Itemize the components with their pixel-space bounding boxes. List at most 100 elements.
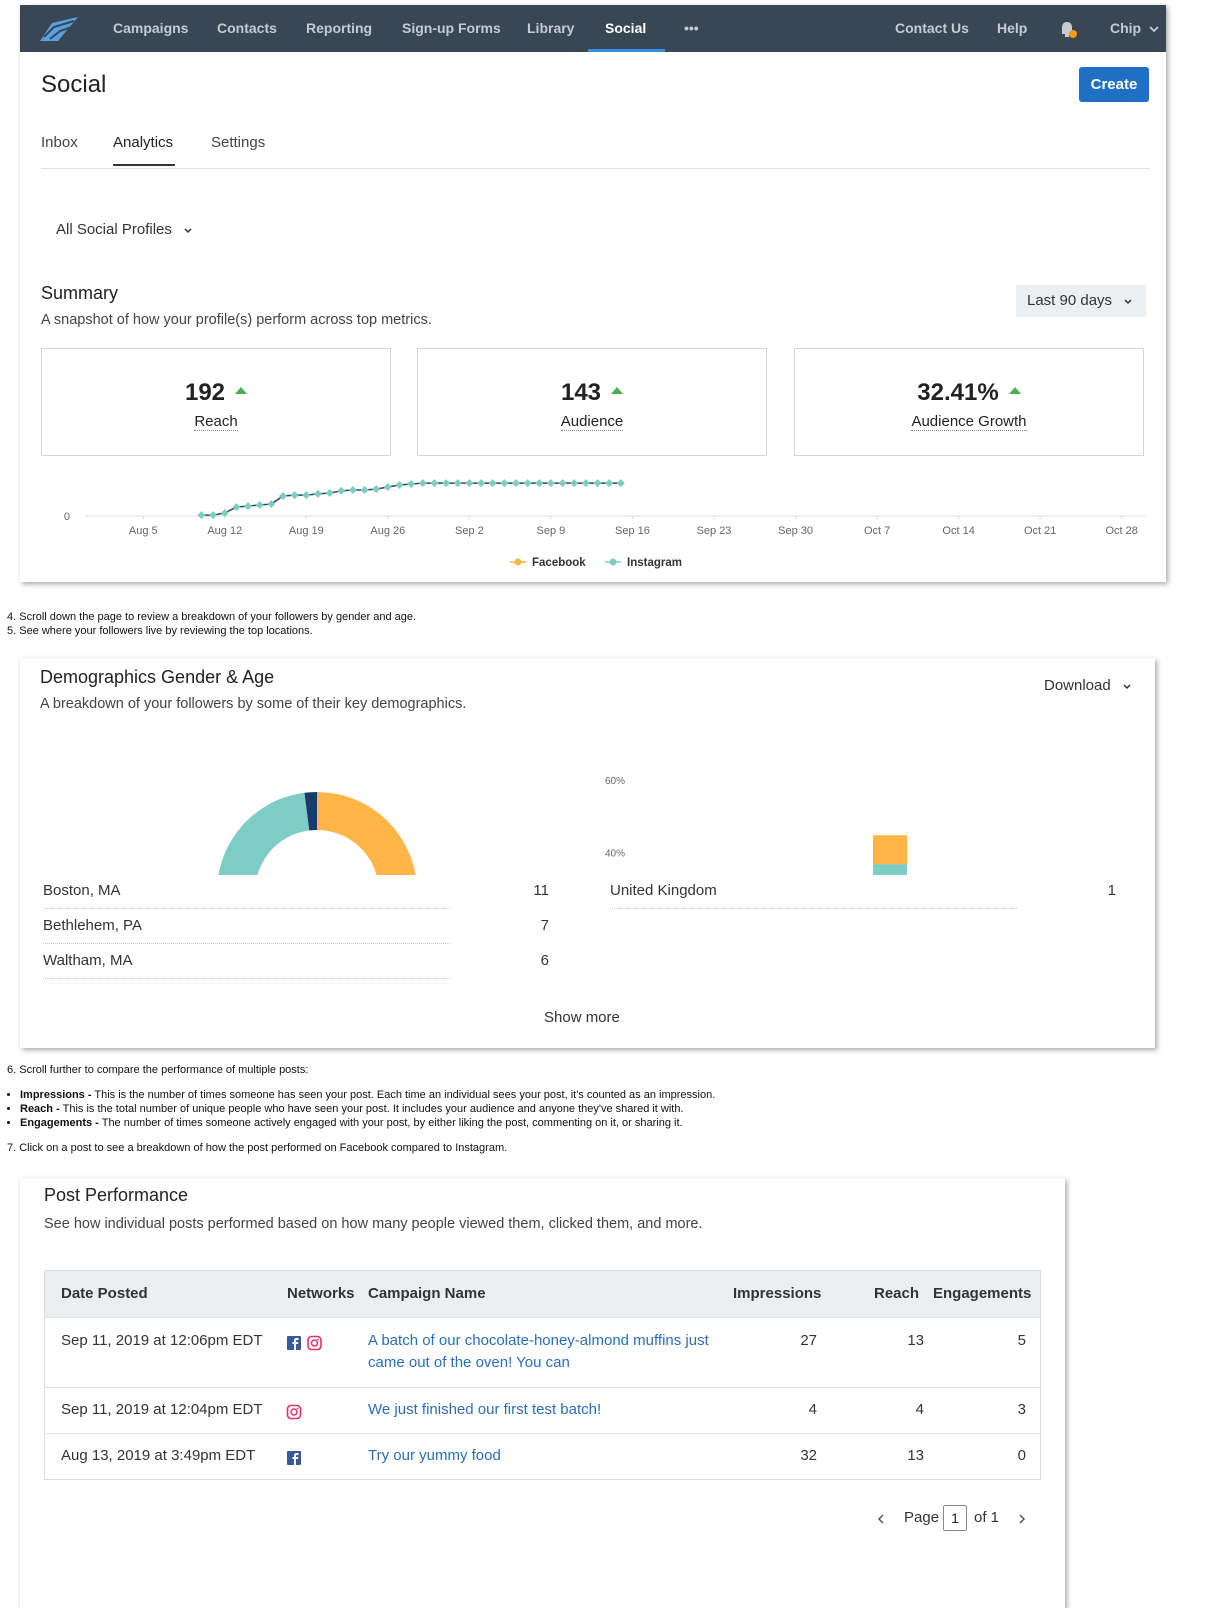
chevron: [1123, 684, 1131, 690]
nav-item[interactable]: Contact Us: [895, 20, 969, 36]
row-separator: [43, 908, 450, 909]
metric-value: 32.41%: [917, 379, 999, 406]
row-separator: [43, 943, 450, 944]
logo[interactable]: [38, 15, 80, 43]
nav-item[interactable]: Sign-up Forms: [402, 20, 501, 36]
nav-item[interactable]: Contacts: [217, 20, 277, 36]
location-name: Boston, MA: [43, 882, 121, 899]
tab[interactable]: Settings: [211, 134, 266, 151]
definition-list: Impressions - This is the number of time…: [7, 1088, 715, 1130]
column-header[interactable]: Reach: [874, 1285, 920, 1302]
campaign-link[interactable]: Try our yummy food: [368, 1447, 501, 1464]
post-subtitle: See how individual posts performed based…: [44, 1216, 703, 1232]
reach-cell: 13: [907, 1447, 924, 1464]
term: Impressions -: [20, 1089, 92, 1101]
table-row[interactable]: Sep 11, 2019 at 12:06pm EDT A batch of o…: [45, 1317, 1040, 1388]
show-more[interactable]: Show more: [544, 1009, 620, 1026]
engagements-cell: 0: [1017, 1447, 1026, 1464]
campaign-link[interactable]: We just finished our first test batch!: [368, 1401, 602, 1418]
page-count: of 1: [974, 1509, 1000, 1526]
column-header[interactable]: Engagements: [933, 1285, 1032, 1302]
nav-item[interactable]: Reporting: [306, 20, 373, 36]
row-separator: [610, 908, 1017, 909]
demographics-card: [20, 658, 1155, 1048]
instruction: 5. See where your followers live by revi…: [7, 625, 313, 637]
column-header[interactable]: Date Posted: [61, 1285, 148, 1302]
nav-more[interactable]: •••: [684, 20, 699, 36]
row-separator: [43, 978, 450, 979]
metric-card: 143 Audience: [417, 348, 767, 456]
demographics-subtitle: A breakdown of your followers by some of…: [40, 696, 467, 712]
download-dropdown[interactable]: Download: [1044, 677, 1111, 694]
date-cell: Sep 11, 2019 at 12:06pm EDT: [61, 1332, 263, 1349]
nav-item[interactable]: Help: [997, 20, 1028, 36]
campaign-link[interactable]: A batch of our chocolate-honey-almond mu…: [368, 1332, 709, 1371]
term-text: The number of times someone actively eng…: [101, 1117, 683, 1129]
user-menu[interactable]: Chip: [1110, 20, 1142, 36]
nav-item[interactable]: Library: [527, 20, 575, 36]
metric-value: 192: [184, 379, 226, 406]
tab-divider: [41, 168, 1150, 169]
instruction: 4. Scroll down the page to review a brea…: [7, 611, 417, 623]
create-button[interactable]: Create: [1079, 67, 1149, 102]
page-title: Social: [41, 71, 107, 98]
table-header: [45, 1271, 1040, 1317]
metric-card: 32.41% Audience Growth: [794, 348, 1144, 456]
impressions-cell: 27: [800, 1332, 817, 1349]
nav-bar: Campaigns Contacts Reporting Sign-up For…: [20, 5, 1166, 52]
network-icons: [287, 1451, 301, 1465]
engagements-cell: 3: [1017, 1401, 1026, 1418]
metric-label: Audience: [560, 413, 624, 431]
tab-active[interactable]: Analytics: [113, 134, 174, 151]
post-title: Post Performance: [44, 1185, 189, 1205]
reach-cell: 13: [907, 1332, 924, 1349]
range-dropdown[interactable]: Last 90 days: [1016, 285, 1146, 317]
metric-value: 143: [560, 379, 602, 406]
table-row[interactable]: Aug 13, 2019 at 3:49pm EDT Try our yummy…: [45, 1433, 1040, 1480]
column-header[interactable]: Campaign Name: [368, 1285, 486, 1302]
profile-filter[interactable]: All Social Profiles: [56, 221, 172, 238]
tab-underline: [113, 164, 175, 166]
location-count: 7: [540, 917, 549, 934]
tab[interactable]: Inbox: [41, 134, 78, 151]
instruction: 7. Click on a post to see a breakdown of…: [7, 1142, 508, 1154]
page-input[interactable]: 1: [943, 1505, 967, 1531]
chevron: [1149, 26, 1159, 33]
location-count: 6: [540, 952, 549, 969]
impressions-cell: 4: [808, 1401, 817, 1418]
date-cell: Aug 13, 2019 at 3:49pm EDT: [61, 1447, 256, 1464]
date-cell: Sep 11, 2019 at 12:04pm EDT: [61, 1401, 263, 1418]
summary-subtitle: A snapshot of how your profile(s) perfor…: [41, 312, 432, 328]
bell-icon[interactable]: [1058, 19, 1078, 39]
term: Reach -: [20, 1103, 60, 1115]
up-arrow: [1008, 387, 1021, 394]
instruction: 6. Scroll further to compare the perform…: [7, 1064, 309, 1076]
network-icons: [286, 1404, 302, 1420]
table-row[interactable]: Sep 11, 2019 at 12:04pm EDT We just fini…: [45, 1387, 1040, 1434]
location-name: Bethlehem, PA: [43, 917, 142, 934]
range-label: Last 90 days: [1027, 292, 1113, 309]
definition: Engagements - The number of times someon…: [20, 1116, 715, 1130]
network-icons: [287, 1335, 322, 1351]
definition: Impressions - This is the number of time…: [20, 1088, 715, 1102]
term-text: This is the total number of unique peopl…: [62, 1103, 684, 1115]
nav-item[interactable]: Campaigns: [113, 20, 189, 36]
post-performance-card: [20, 1178, 1065, 1608]
summary-title: Summary: [41, 283, 119, 303]
column-header[interactable]: Impressions: [733, 1285, 822, 1302]
up-arrow: [611, 387, 624, 394]
reach-cell: 4: [915, 1401, 924, 1418]
definition: Reach - This is the total number of uniq…: [20, 1102, 715, 1116]
next-page[interactable]: [1016, 1512, 1028, 1526]
metric-label: Reach: [194, 413, 238, 431]
location-count: 11: [533, 882, 549, 899]
nav-item-active[interactable]: Social: [605, 20, 647, 36]
location-count: 1: [1107, 882, 1116, 899]
prev-page[interactable]: [875, 1512, 887, 1526]
demographics-title: Demographics Gender & Age: [40, 667, 275, 687]
impressions-cell: 32: [800, 1447, 817, 1464]
metric-label: Audience Growth: [911, 413, 1027, 431]
location-name: Waltham, MA: [43, 952, 133, 969]
active-underline: [588, 49, 665, 52]
